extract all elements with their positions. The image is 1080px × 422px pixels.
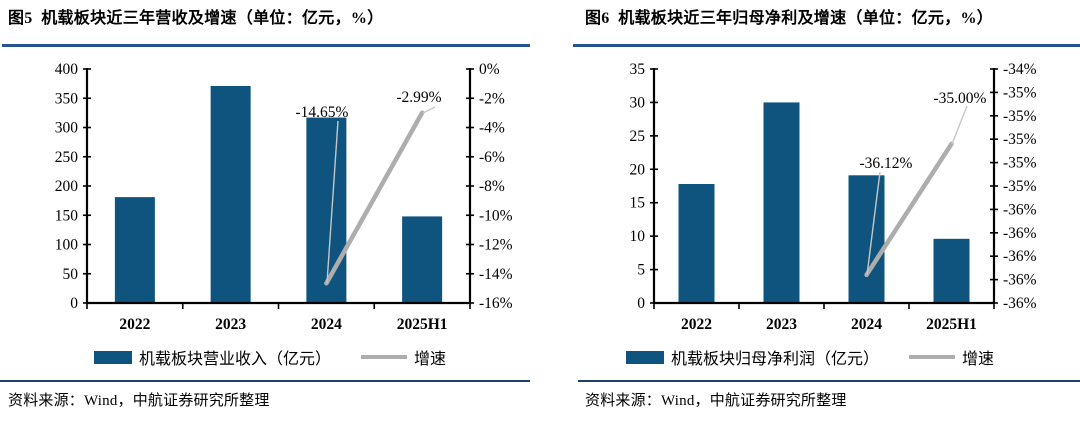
svg-text:-2.99%: -2.99% bbox=[396, 89, 441, 106]
svg-text:-34%: -34% bbox=[1003, 61, 1037, 78]
svg-text:-4%: -4% bbox=[479, 120, 505, 137]
figure6-footer-divider bbox=[578, 380, 1080, 382]
svg-text:-2%: -2% bbox=[479, 90, 505, 107]
svg-text:-12%: -12% bbox=[479, 237, 513, 254]
figure5-title: 图5 机载板块近三年营收及增速（单位：亿元，%） bbox=[8, 10, 384, 27]
svg-text:-35%: -35% bbox=[1003, 155, 1037, 172]
svg-text:200: 200 bbox=[55, 178, 79, 195]
line-series-label: 增速 bbox=[962, 351, 995, 368]
svg-text:-36%: -36% bbox=[1003, 201, 1037, 218]
svg-text:-10%: -10% bbox=[479, 207, 513, 224]
svg-text:-6%: -6% bbox=[479, 149, 505, 166]
svg-text:2022: 2022 bbox=[681, 316, 712, 333]
figure6-title-underline bbox=[573, 44, 1080, 47]
svg-text:-35%: -35% bbox=[1003, 178, 1037, 195]
line-legend-swatch bbox=[361, 355, 407, 359]
svg-text:-14%: -14% bbox=[479, 266, 513, 283]
svg-text:2023: 2023 bbox=[215, 316, 246, 333]
figure5-title-underline bbox=[2, 44, 530, 47]
line-legend-swatch bbox=[909, 355, 955, 359]
svg-text:10: 10 bbox=[630, 228, 646, 245]
svg-text:2025H1: 2025H1 bbox=[397, 316, 448, 333]
svg-text:30: 30 bbox=[630, 94, 646, 111]
svg-text:-36%: -36% bbox=[1003, 272, 1037, 289]
svg-text:2024: 2024 bbox=[851, 316, 882, 333]
svg-text:100: 100 bbox=[55, 237, 79, 254]
combo-chart-svg: 35 30 25 20 15 10 5 0 -34% -35% -35% -35% -35% -35% -3… bbox=[630, 61, 1037, 333]
svg-text:-35%: -35% bbox=[1003, 84, 1037, 101]
svg-text:50: 50 bbox=[63, 266, 79, 283]
svg-text:-14.65%: -14.65% bbox=[296, 104, 349, 121]
svg-text:15: 15 bbox=[630, 195, 646, 212]
figure6-source-note: 资料来源：Wind，中航证券研究所整理 bbox=[585, 393, 847, 409]
svg-text:-35.00%: -35.00% bbox=[934, 90, 987, 107]
svg-text:-35%: -35% bbox=[1003, 131, 1037, 148]
svg-text:-8%: -8% bbox=[479, 178, 505, 195]
svg-text:2022: 2022 bbox=[119, 316, 150, 333]
figure5-source-note: 资料来源：Wind，中航证券研究所整理 bbox=[8, 393, 270, 409]
figure6-chart-canvas: 35 30 25 20 15 10 5 0 -34% -35% -35% -35% -35% -35% -3… bbox=[540, 47, 1080, 333]
svg-text:0: 0 bbox=[70, 295, 78, 312]
svg-text:5: 5 bbox=[637, 262, 645, 279]
bar-series-label: 机载板块营业收入（亿元） bbox=[138, 351, 331, 368]
svg-text:-36%: -36% bbox=[1003, 248, 1037, 265]
svg-text:300: 300 bbox=[55, 120, 79, 137]
svg-text:2024: 2024 bbox=[311, 316, 342, 333]
bar-legend-swatch bbox=[625, 350, 664, 364]
figure5-chart-canvas: 400 350 300 250 200 150 100 50 0 0% -2% -4% -6% -8% -1… bbox=[0, 47, 540, 333]
svg-text:0%: 0% bbox=[479, 61, 500, 78]
bar-series-label: 机载板块归母净利润（亿元） bbox=[670, 351, 879, 368]
svg-text:-36.12%: -36.12% bbox=[860, 155, 913, 172]
svg-text:150: 150 bbox=[55, 207, 79, 224]
svg-text:35: 35 bbox=[630, 61, 646, 78]
svg-text:2023: 2023 bbox=[766, 316, 797, 333]
svg-text:0: 0 bbox=[637, 295, 645, 312]
figure6-title: 图6 机载板块近三年归母净利及增速（单位：亿元，%） bbox=[585, 10, 994, 27]
figure5-legend: 机载板块营业收入（亿元） 增速 bbox=[0, 346, 540, 368]
combo-chart-svg: 400 350 300 250 200 150 100 50 0 0% -2% -4% -6% -8% -1… bbox=[55, 61, 513, 333]
svg-text:25: 25 bbox=[630, 128, 646, 145]
svg-text:400: 400 bbox=[55, 61, 79, 78]
svg-text:2025H1: 2025H1 bbox=[926, 316, 977, 333]
figure6-panel: 图6 机载板块近三年归母净利及增速（单位：亿元，%） 35 30 25 20 15 10 5… bbox=[540, 0, 1080, 410]
figure5-footer-divider bbox=[0, 380, 530, 382]
svg-text:350: 350 bbox=[55, 90, 79, 107]
svg-text:250: 250 bbox=[55, 149, 79, 166]
figure5-panel: 图5 机载板块近三年营收及增速（单位：亿元，%） 400 350 300 250 200… bbox=[0, 0, 540, 410]
svg-text:20: 20 bbox=[630, 161, 646, 178]
svg-text:-35%: -35% bbox=[1003, 108, 1037, 125]
svg-text:-16%: -16% bbox=[479, 295, 513, 312]
bar-legend-swatch bbox=[93, 350, 132, 364]
report-figures-row: 图5 机载板块近三年营收及增速（单位：亿元，%） 400 350 300 250 200… bbox=[0, 0, 1080, 410]
line-series-label: 增速 bbox=[414, 351, 447, 368]
svg-text:-36%: -36% bbox=[1003, 295, 1037, 312]
svg-text:-36%: -36% bbox=[1003, 225, 1037, 242]
figure6-legend: 机载板块归母净利润（亿元） 增速 bbox=[540, 346, 1080, 368]
